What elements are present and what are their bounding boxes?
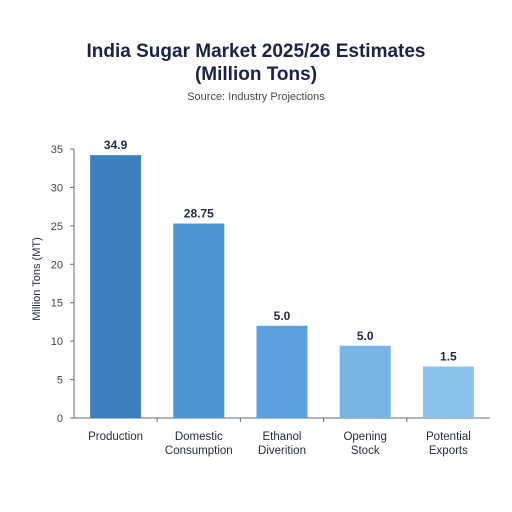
y-tick-label: 25 (51, 221, 63, 233)
category-label: Diverition (258, 445, 306, 457)
y-tick-label: 15 (51, 298, 63, 310)
bar-value-label: 28.75 (184, 207, 214, 221)
category-label: Potential (426, 431, 471, 443)
category-label: Ethanol (262, 431, 301, 443)
y-axis: 0 5 10 15 20 25 30 35 (51, 144, 75, 425)
value-labels: 34.9 28.75 5.0 5.0 1.5 (104, 138, 457, 363)
x-axis (74, 417, 490, 422)
chart-title-line-2: (Million Tons) (194, 64, 318, 85)
bar (256, 325, 308, 418)
y-axis-title: Million Tons (MT) (31, 237, 43, 321)
category-label: Exports (429, 445, 468, 457)
category-label: Domestic (175, 431, 223, 443)
bar (339, 345, 391, 418)
y-tick-label: 20 (51, 259, 63, 271)
bar-value-label: 5.0 (274, 309, 291, 323)
bar-value-label: 34.9 (104, 138, 128, 152)
y-tick-label: 5 (57, 375, 63, 387)
category-label: Consumption (165, 445, 233, 457)
y-tick-label: 0 (57, 413, 63, 425)
bar-value-label: 1.5 (440, 350, 457, 364)
category-labels: Production Domestic Consumption Ethanol Dive… (88, 431, 471, 457)
bar-value-label: 5.0 (357, 329, 374, 343)
chart-title: India Sugar Market 2025/26 Estimates (Mi… (0, 40, 512, 86)
y-tick-label: 30 (51, 182, 63, 194)
category-label: Opening (343, 431, 386, 443)
bar (173, 223, 225, 418)
chart-subtitle: Source: Industry Projections (187, 91, 325, 103)
bar (90, 155, 142, 419)
chart-title-line-1: India Sugar Market 2025/26 Estimates (86, 41, 426, 62)
bars (90, 155, 474, 419)
y-tick-label: 35 (51, 144, 63, 156)
bar (422, 366, 474, 418)
category-label: Stock (351, 445, 380, 457)
category-label: Production (88, 431, 143, 443)
y-tick-label: 10 (51, 336, 63, 348)
